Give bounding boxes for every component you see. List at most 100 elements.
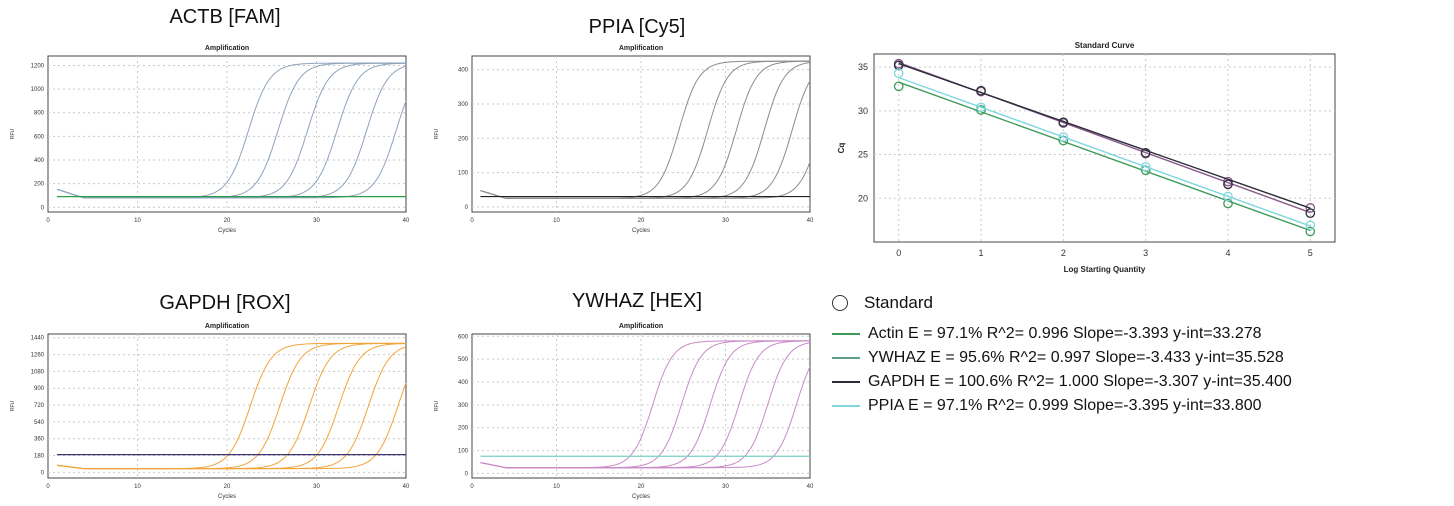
x-tick-label: 30	[722, 218, 729, 224]
x-tick-label: 5	[1308, 248, 1313, 258]
standard-curve-legend: Standard Actin E = 97.1% R^2= 0.996 Slop…	[832, 290, 1432, 418]
y-tick-label: 300	[458, 403, 469, 409]
regression-line-ppia	[898, 76, 1311, 227]
plot-title: Amplification	[205, 45, 249, 52]
y-tick-label: 200	[458, 136, 469, 142]
actb-heading: ACTB [FAM]	[169, 6, 281, 28]
ppia-heading: PPIA [Cy5]	[588, 16, 686, 38]
y-tick-label: 20	[858, 193, 868, 203]
ywhaz-amplification-chart: Amplification 0 10 20 30 40 0 100 200 300 400 500 60…	[424, 316, 824, 504]
legend-text: PPIA E = 97.1% R^2= 0.999 Slope=-3.395 y…	[868, 397, 1262, 414]
legend-standard: Standard	[832, 290, 1432, 316]
legend-text: Actin E = 97.1% R^2= 0.996 Slope=-3.393 …	[868, 325, 1262, 342]
x-axis-label: Log Starting Quantity	[1064, 265, 1146, 274]
data-point-ppia	[893, 68, 904, 79]
y-tick-label: 200	[34, 182, 45, 188]
y-tick-label: 180	[34, 454, 45, 460]
x-tick-label: 30	[722, 484, 729, 490]
x-tick-label: 10	[553, 218, 560, 224]
y-tick-label: 600	[458, 334, 469, 340]
x-tick-label: 10	[134, 484, 141, 490]
x-tick-label: 20	[224, 218, 231, 224]
standard-curve-svg: Standard Curve 0 1 2 3 4 5 20 25 30 35 Log Starting…	[837, 41, 1336, 274]
ywhaz-heading: YWHAZ [HEX]	[571, 290, 702, 312]
data-point-actin	[976, 105, 986, 115]
y-tick-label: 720	[34, 403, 45, 409]
data-point-ppia	[976, 102, 986, 113]
data-point-actin	[893, 81, 904, 92]
y-tick-label: 100	[458, 449, 469, 455]
data-point-ppia	[1140, 161, 1151, 172]
y-tick-label: 35	[858, 62, 868, 72]
amplification-curve	[480, 366, 811, 469]
x-tick-label: 10	[134, 218, 141, 224]
legend-row-ppia: PPIA E = 97.1% R^2= 0.999 Slope=-3.395 y…	[832, 394, 1432, 418]
x-tick-label: 40	[807, 484, 814, 490]
y-tick-label: 1200	[31, 63, 45, 69]
y-tick-label: 25	[858, 150, 868, 160]
x-tick-label: 1	[979, 248, 984, 258]
data-point-gapdh	[1058, 117, 1069, 128]
gapdh-chart-svg: Amplification 0 10 20 30 40 0 180 360 540 720 900 10…	[10, 323, 410, 500]
y-tick-label: 800	[34, 111, 45, 117]
x-tick-label: 3	[1143, 248, 1148, 258]
y-tick-label: 300	[458, 102, 469, 108]
y-tick-label: 1080	[31, 369, 45, 375]
standard-marker-icon	[832, 295, 848, 311]
data-point-ppia	[1223, 191, 1233, 202]
x-tick-label: 0	[470, 218, 474, 224]
x-tick-label: 4	[1225, 248, 1230, 258]
y-tick-label: 600	[34, 134, 45, 140]
regression-line-gapdh	[898, 62, 1311, 209]
y-tick-label: 200	[458, 426, 469, 432]
y-tick-label: 100	[458, 171, 469, 177]
x-axis-label: Cycles	[632, 228, 650, 234]
x-tick-label: 20	[638, 218, 645, 224]
x-tick-label: 0	[896, 248, 901, 258]
legend-row-ywhaz: YWHAZ E = 95.6% R^2= 0.997 Slope=-3.433 …	[832, 346, 1432, 370]
y-tick-label: 360	[34, 437, 45, 443]
plot-frame	[47, 55, 407, 213]
data-point-ppia	[1305, 220, 1316, 231]
y-tick-label: 400	[458, 68, 469, 74]
x-tick-label: 10	[553, 484, 560, 490]
plot-title: Standard Curve	[1075, 41, 1135, 50]
x-axis-label: Cycles	[218, 228, 236, 234]
y-tick-label: 30	[858, 106, 868, 116]
x-tick-label: 30	[313, 218, 320, 224]
y-tick-label: 400	[458, 380, 469, 386]
y-tick-label: 500	[458, 357, 469, 363]
plot-frame	[873, 53, 1336, 243]
data-point-gapdh	[1140, 147, 1151, 158]
x-tick-label: 40	[403, 218, 410, 224]
y-tick-label: 0	[41, 205, 45, 211]
x-tick-label: 0	[46, 218, 50, 224]
y-axis-label: RFU	[10, 400, 16, 411]
plot-title: Amplification	[619, 323, 663, 330]
amplification-curve	[56, 382, 407, 470]
y-axis-label: RFU	[434, 128, 440, 139]
data-point-actin	[1223, 198, 1233, 209]
plot-frame	[471, 55, 811, 213]
data-point-ywhaz	[1305, 203, 1316, 213]
legend-text: GAPDH E = 100.6% R^2= 1.000 Slope=-3.307…	[868, 373, 1292, 390]
plot-title: Amplification	[619, 45, 663, 52]
x-tick-label: 20	[224, 484, 231, 490]
y-tick-label: 0	[465, 471, 469, 477]
x-tick-label: 2	[1061, 248, 1066, 258]
legend-swatch	[832, 381, 860, 383]
legend-row-gapdh: GAPDH E = 100.6% R^2= 1.000 Slope=-3.307…	[832, 370, 1432, 394]
x-tick-label: 40	[807, 218, 814, 224]
legend-swatch	[832, 357, 860, 359]
x-axis-label: Cycles	[218, 494, 236, 500]
plot-title: Amplification	[205, 323, 249, 330]
x-axis-label: Cycles	[632, 494, 650, 500]
legend-swatch	[832, 405, 860, 407]
x-tick-label: 30	[313, 484, 320, 490]
y-axis-label: RFU	[10, 128, 16, 139]
legend-standard-label: Standard	[864, 293, 933, 312]
data-point-gapdh	[1305, 208, 1316, 218]
